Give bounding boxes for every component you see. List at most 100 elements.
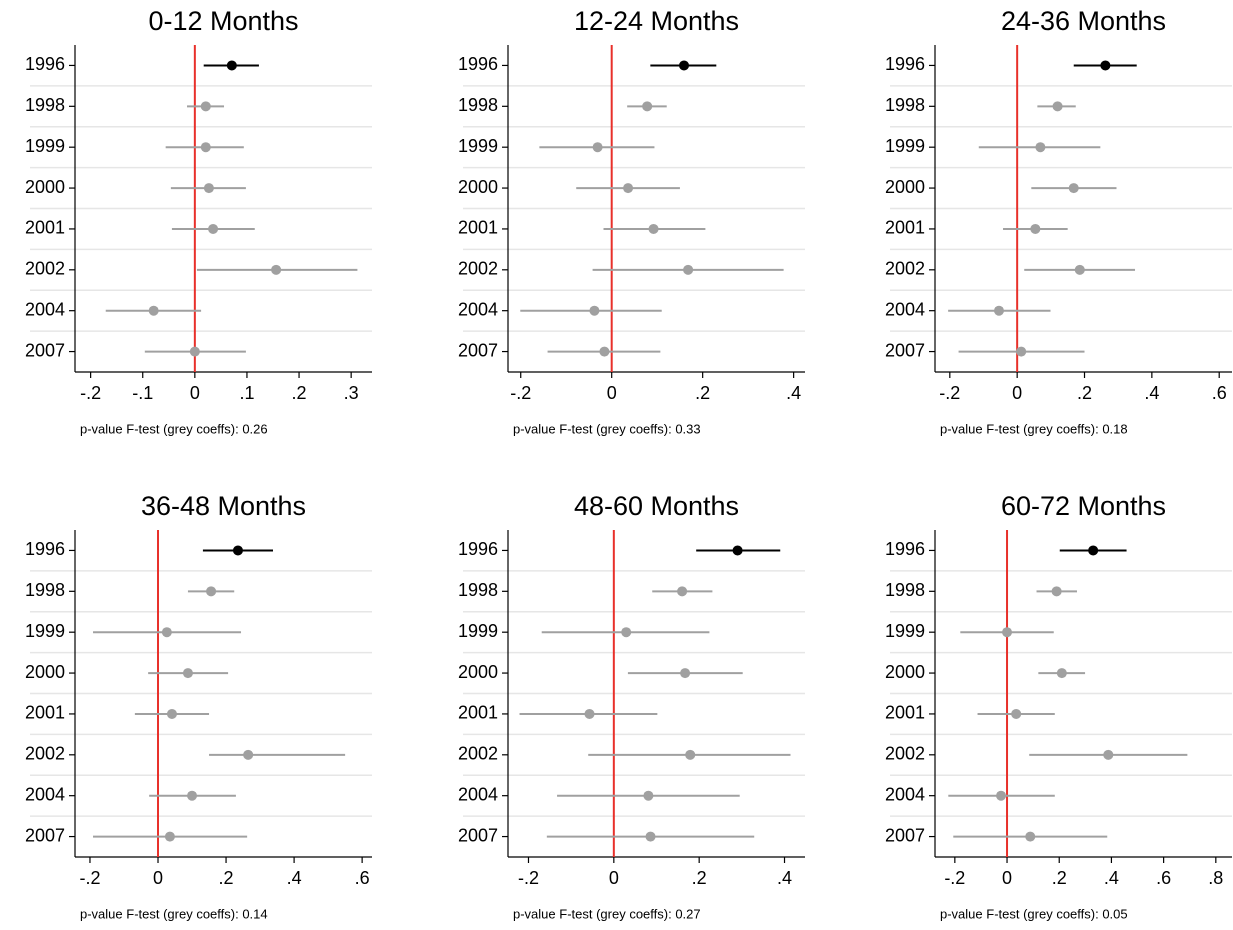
x-tick-label: .8 [1208, 868, 1223, 888]
x-tick-label: .4 [287, 868, 302, 888]
coefficient-point [599, 346, 610, 357]
y-tick-label: 1999 [458, 621, 498, 641]
y-tick-label: 2007 [458, 340, 498, 360]
y-tick-label: 2004 [885, 299, 925, 319]
panel-title: 24-36 Months [1001, 6, 1166, 36]
x-tick-label: .2 [692, 868, 707, 888]
coefficient-point [226, 60, 237, 71]
y-tick-label: 2007 [458, 825, 498, 845]
x-tick-label: .4 [786, 383, 801, 403]
y-tick-label: 2004 [458, 299, 498, 319]
coefficient-point [243, 749, 254, 760]
panel-title: 12-24 Months [574, 6, 739, 36]
x-tick-label: -.2 [80, 383, 101, 403]
x-tick-label: .2 [1052, 868, 1067, 888]
y-tick-label: 2007 [25, 825, 65, 845]
coefficient-point [1035, 142, 1046, 153]
y-tick-label: 2002 [25, 259, 65, 279]
coefficient-point [164, 831, 175, 842]
coefficient-point [643, 790, 654, 801]
coefficient-point [1016, 346, 1027, 357]
x-tick-label: -.2 [939, 383, 960, 403]
coefficient-point [993, 305, 1004, 316]
y-tick-label: 1996 [25, 539, 65, 559]
coefficient-point [187, 790, 198, 801]
coefficient-point [1088, 545, 1099, 556]
x-tick-label: -.2 [518, 868, 539, 888]
coefficient-point [645, 831, 656, 842]
x-tick-label: .3 [344, 383, 359, 403]
y-tick-label: 1998 [458, 580, 498, 600]
y-tick-label: 2001 [25, 218, 65, 238]
x-tick-label: .6 [1156, 868, 1171, 888]
coefficient-point [677, 586, 688, 597]
panel-note: p-value F-test (grey coeffs): 0.18 [940, 421, 1128, 436]
panel-note: p-value F-test (grey coeffs): 0.33 [513, 421, 701, 436]
panel-note: p-value F-test (grey coeffs): 0.14 [80, 906, 268, 921]
panel-note: p-value F-test (grey coeffs): 0.27 [513, 906, 701, 921]
coefficient-point [232, 545, 243, 556]
coefficient-point [1011, 708, 1022, 719]
coefficient-point [584, 708, 595, 719]
y-tick-label: 2004 [25, 299, 65, 319]
y-tick-label: 1998 [885, 580, 925, 600]
coefficient-point [642, 101, 653, 112]
y-tick-label: 1999 [885, 136, 925, 156]
x-tick-label: -.1 [132, 383, 153, 403]
y-tick-label: 2004 [25, 784, 65, 804]
x-tick-label: .4 [777, 868, 792, 888]
coefficient-point [1056, 668, 1067, 679]
coefficient-point [208, 223, 219, 234]
x-tick-label: .1 [239, 383, 254, 403]
coefficient-point [1051, 586, 1062, 597]
y-tick-label: 1998 [458, 95, 498, 115]
coefficient-point [592, 142, 603, 153]
coefficient-point [189, 346, 200, 357]
coefficient-point [1100, 60, 1111, 71]
y-tick-label: 2000 [25, 662, 65, 682]
y-tick-label: 2000 [458, 662, 498, 682]
panel-title: 48-60 Months [574, 491, 739, 521]
y-tick-label: 2001 [25, 703, 65, 723]
x-tick-label: 0 [1012, 383, 1022, 403]
y-tick-label: 2004 [885, 784, 925, 804]
y-tick-label: 1998 [25, 580, 65, 600]
coefficient-point [685, 749, 696, 760]
panel-note: p-value F-test (grey coeffs): 0.05 [940, 906, 1128, 921]
y-tick-label: 2002 [25, 744, 65, 764]
x-tick-label: 0 [1002, 868, 1012, 888]
coefficient-point [1068, 183, 1079, 194]
coefficient-point [200, 101, 211, 112]
y-tick-label: 2001 [458, 218, 498, 238]
y-tick-label: 1999 [885, 621, 925, 641]
coefficient-point [648, 223, 659, 234]
y-tick-label: 1996 [885, 539, 925, 559]
coefficient-point [732, 545, 743, 556]
y-tick-label: 1996 [458, 54, 498, 74]
coefficient-point [623, 183, 634, 194]
y-tick-label: 1998 [25, 95, 65, 115]
y-tick-label: 1996 [885, 54, 925, 74]
y-tick-label: 2002 [885, 744, 925, 764]
x-tick-label: 0 [190, 383, 200, 403]
coefficient-point [996, 790, 1007, 801]
y-tick-label: 2000 [458, 177, 498, 197]
coefficient-point [680, 668, 691, 679]
panel-note: p-value F-test (grey coeffs): 0.26 [80, 421, 268, 436]
coefficient-point [1030, 223, 1041, 234]
y-tick-label: 1999 [25, 621, 65, 641]
y-tick-label: 2007 [25, 340, 65, 360]
x-tick-label: .2 [1077, 383, 1092, 403]
coefficient-point [1103, 749, 1114, 760]
x-tick-label: .2 [695, 383, 710, 403]
y-tick-label: 2001 [885, 703, 925, 723]
x-tick-label: .2 [219, 868, 234, 888]
x-tick-label: 0 [609, 868, 619, 888]
coefficient-point [148, 305, 159, 316]
y-tick-label: 2007 [885, 340, 925, 360]
coefficient-point [1052, 101, 1063, 112]
y-tick-label: 2000 [885, 177, 925, 197]
coefficient-point [1074, 264, 1085, 275]
y-tick-label: 1996 [458, 539, 498, 559]
